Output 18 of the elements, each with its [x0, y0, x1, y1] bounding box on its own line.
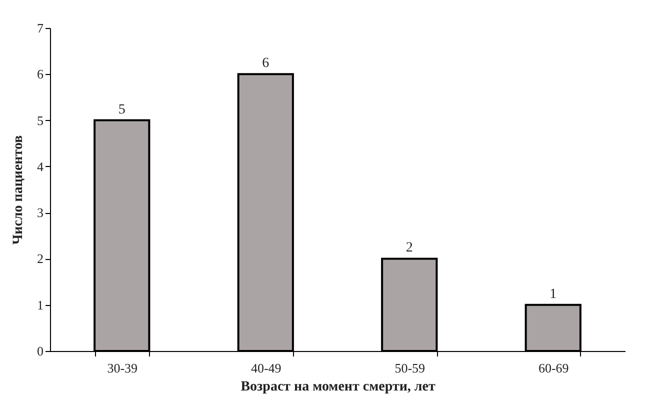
y-tick-label: 3: [37, 205, 44, 220]
x-tick-label: 60-69: [538, 360, 569, 376]
x-tick-label: 40-49: [250, 360, 282, 376]
data-label: 6: [262, 56, 270, 72]
y-tick-label: 7: [37, 20, 44, 36]
y-tick-label: 1: [37, 297, 44, 312]
x-tick-label: 30-39: [107, 360, 138, 376]
y-tick-label: 6: [37, 66, 44, 82]
data-label: 1: [550, 286, 557, 302]
x-tick-label: 50-59: [394, 360, 426, 376]
y-tick-label: 5: [37, 112, 44, 128]
y-tick-label: 2: [37, 251, 44, 266]
y-tick-label: 4: [37, 158, 44, 174]
y-axis-title: Число пациентов: [11, 134, 26, 245]
x-axis-title: Возраст на момент смерти, лет: [240, 380, 436, 394]
data-label: 5: [118, 102, 126, 118]
y-tick-label: 0: [37, 344, 44, 358]
data-label: 2: [406, 240, 413, 256]
